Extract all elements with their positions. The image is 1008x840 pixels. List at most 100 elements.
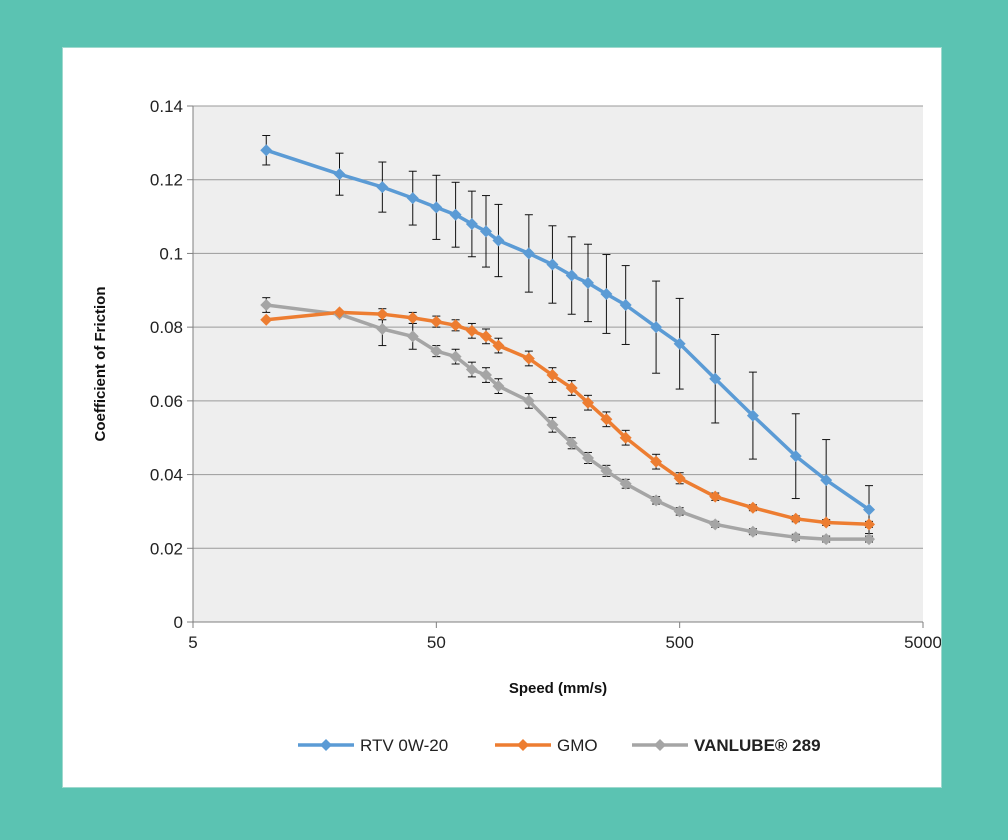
- data-point-s1-4: [430, 315, 443, 328]
- data-point-s2-13: [600, 464, 613, 477]
- y-tick-label-7: 0.14: [150, 97, 183, 116]
- data-point-s1-12: [581, 396, 594, 409]
- x-tick-label-3: 5000: [904, 633, 941, 652]
- y-tick-label-1: 0.02: [150, 539, 183, 558]
- data-point-s0-13: [600, 287, 613, 300]
- data-point-s2-4: [430, 345, 443, 358]
- series-markers: [260, 144, 876, 546]
- data-point-s0-12: [581, 276, 594, 289]
- y-tick-label-0: 0: [174, 613, 183, 632]
- friction-chart: 00.020.040.060.080.10.120.14 5 50 500 5000 …: [92, 97, 941, 755]
- data-point-s0-11: [565, 269, 578, 282]
- legend-item-1: GMO: [495, 736, 598, 755]
- series-line-1: [266, 310, 870, 527]
- data-point-s0-8: [492, 234, 505, 247]
- data-point-s1-21: [863, 518, 876, 531]
- x-tick-label-2: 500: [665, 633, 693, 652]
- y-tick-label-6: 0.12: [150, 171, 183, 190]
- data-point-s1-18: [746, 501, 759, 514]
- x-axis-title: Speed (mm/s): [509, 680, 607, 697]
- data-point-s1-5: [449, 319, 462, 332]
- data-point-s0-19: [789, 450, 802, 463]
- legend: RTV 0W-20 GMO VANLUBE® 289: [298, 736, 821, 755]
- y-tick-label-3: 0.06: [150, 392, 183, 411]
- x-tick-labels: 5 50 500 5000: [188, 633, 941, 652]
- data-point-s0-7: [480, 225, 493, 238]
- data-point-s2-2: [376, 322, 389, 335]
- data-point-s1-2: [376, 308, 389, 321]
- data-point-s2-18: [746, 525, 759, 538]
- data-point-s0-6: [465, 217, 478, 230]
- data-point-s1-20: [820, 516, 833, 529]
- data-point-s1-6: [465, 324, 478, 337]
- data-point-s2-17: [709, 518, 722, 531]
- series-lines: [265, 148, 870, 541]
- data-point-s2-5: [449, 350, 462, 363]
- data-point-s1-1: [333, 306, 346, 319]
- data-point-s2-6: [465, 363, 478, 376]
- legend-item-2: VANLUBE® 289: [632, 736, 821, 755]
- data-point-s2-19: [789, 531, 802, 544]
- plot-area: [193, 106, 923, 622]
- data-point-s0-20: [820, 474, 833, 487]
- data-point-s0-9: [522, 247, 535, 260]
- legend-label: GMO: [557, 736, 598, 755]
- data-point-s0-4: [430, 201, 443, 214]
- data-point-s1-17: [709, 490, 722, 503]
- axes: [187, 105, 924, 628]
- data-point-s1-10: [546, 369, 559, 382]
- y-tick-labels: 0 0.02 0.04 0.06 0.08 0.1 0.12 0.14: [150, 97, 183, 632]
- y-tick-label-2: 0.04: [150, 466, 183, 485]
- data-point-s2-3: [406, 330, 419, 343]
- series-line-0: [265, 148, 870, 512]
- data-point-s0-2: [376, 181, 389, 194]
- data-point-s0-21: [863, 503, 876, 516]
- data-point-s2-12: [581, 451, 594, 464]
- data-point-s2-14: [619, 477, 632, 490]
- data-point-s0-1: [333, 168, 346, 181]
- data-point-s2-8: [492, 380, 505, 393]
- data-point-s0-10: [546, 258, 559, 271]
- data-point-s1-8: [492, 339, 505, 352]
- data-point-s2-16: [673, 505, 686, 518]
- data-point-s0-3: [406, 192, 419, 205]
- chart-panel: 0 0.02 0.04 0.06 0.08 0.1 0.12 0.14 5 50 500 5000 …: [62, 47, 942, 788]
- data-point-s0-5: [449, 208, 462, 221]
- legend-swatch-marker: [517, 739, 529, 751]
- data-point-s1-15: [650, 455, 663, 468]
- data-point-s0-17: [709, 372, 722, 385]
- grid-lines: [193, 105, 923, 549]
- data-point-s1-0: [260, 313, 273, 326]
- x-tick-label-1: 50: [427, 633, 446, 652]
- data-point-s2-20: [820, 533, 833, 546]
- data-point-s0-16: [673, 337, 686, 350]
- data-point-s1-7: [480, 330, 493, 343]
- data-point-s2-21: [863, 533, 876, 546]
- data-point-s2-15: [650, 494, 663, 507]
- y-tick-label-4: 0.08: [150, 318, 183, 337]
- y-tick-label-5: 0.1: [159, 244, 183, 263]
- data-point-s2-10: [546, 418, 559, 431]
- data-point-s2-9: [522, 394, 535, 407]
- legend-swatch-marker: [320, 739, 332, 751]
- data-point-s2-7: [480, 369, 493, 382]
- legend-label: RTV 0W-20: [360, 736, 448, 755]
- y-axis-title: Coefficient of Friction: [92, 287, 109, 442]
- data-point-s2-0: [260, 299, 273, 312]
- legend-label: VANLUBE® 289: [694, 736, 821, 755]
- data-point-s1-11: [565, 381, 578, 394]
- data-point-s0-14: [619, 299, 632, 312]
- data-point-s0-15: [650, 321, 663, 334]
- series-line-2: [266, 303, 869, 541]
- x-tick-label-0: 5: [188, 633, 197, 652]
- legend-item-0: RTV 0W-20: [298, 736, 448, 755]
- legend-swatch-marker: [654, 739, 666, 751]
- data-point-s1-13: [600, 413, 613, 426]
- data-point-s1-3: [406, 311, 419, 324]
- data-point-s0-0: [260, 144, 273, 157]
- data-point-s0-18: [746, 409, 759, 422]
- data-point-s1-19: [789, 512, 802, 525]
- data-point-s1-16: [673, 472, 686, 485]
- data-point-s1-9: [522, 352, 535, 365]
- data-point-s1-14: [619, 431, 632, 444]
